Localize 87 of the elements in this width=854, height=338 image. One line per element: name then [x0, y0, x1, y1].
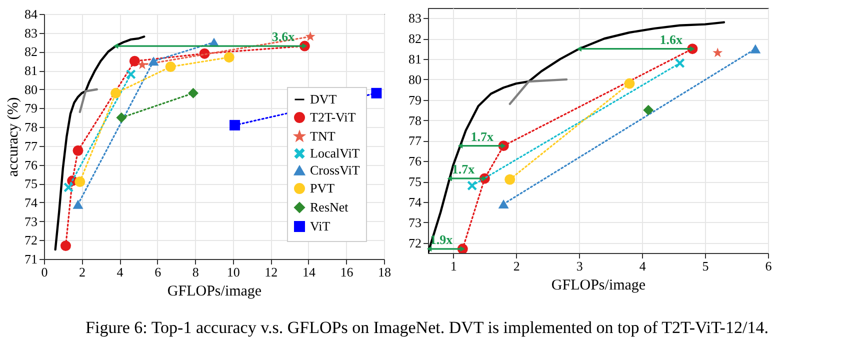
point: [467, 180, 477, 190]
y-tick-label: 77: [408, 133, 422, 148]
x-tick-label: 5: [702, 258, 709, 274]
legend-label: TNT: [310, 128, 336, 144]
point: [712, 48, 723, 58]
legend-label: DVT: [310, 92, 337, 106]
x-tick-label: 18: [378, 264, 391, 280]
point: [687, 44, 698, 54]
line-series: [54, 36, 146, 251]
point: [72, 145, 84, 156]
line-series: [428, 21, 726, 253]
y-tick-label: 74: [408, 194, 422, 210]
point: [224, 52, 234, 63]
x-tick-label: 8: [192, 264, 199, 280]
y-tick-label: 81: [408, 52, 422, 67]
legend-label: PVT: [310, 180, 335, 196]
point: [188, 88, 198, 98]
x-tick-label: 4: [639, 258, 646, 274]
y-tick-label: 81: [24, 63, 38, 78]
point: [305, 31, 316, 41]
annotation: 1.7x: [470, 128, 494, 144]
y-tick-label: 78: [24, 120, 38, 135]
point: [230, 120, 240, 130]
annotation: 1.6x: [660, 32, 683, 47]
x-axis-title: GFLOPs/image: [551, 278, 646, 294]
point: [148, 56, 159, 66]
x-axis-title: GFLOPs/image: [167, 284, 262, 300]
y-tick-label: 73: [408, 214, 422, 230]
point: [165, 62, 176, 72]
y-tick-label: 76: [408, 154, 422, 169]
legend-label: ViT: [310, 218, 330, 234]
x-tick-label: 12: [264, 264, 278, 280]
caption: Figure 6: Top-1 accuracy v.s. GFLOPs on ImageNet. DVT is implemented on top of T2T-ViT-12/14.: [84, 318, 770, 338]
point: [129, 56, 140, 66]
x-tick-label: 1: [450, 258, 457, 274]
x-tick-label: 2: [513, 258, 520, 274]
y-tick-label: 78: [408, 112, 422, 128]
y-tick-label: 83: [408, 10, 422, 26]
y-tick-label: 79: [408, 92, 422, 108]
y-tick-label: 73: [24, 214, 38, 229]
x-tick-label: 16: [340, 264, 354, 280]
x-tick-label: 2: [79, 264, 86, 280]
y-axis-title: accuracy (%): [6, 97, 22, 177]
annotation: 1.7x: [452, 161, 476, 176]
point: [299, 40, 310, 52]
point: [60, 240, 71, 252]
y-tick-label: 82: [24, 44, 38, 60]
x-tick-label: 0: [41, 264, 48, 280]
point: [72, 200, 84, 209]
y-tick-label: 74: [24, 194, 38, 210]
y-tick-label: 80: [24, 82, 38, 97]
y-tick-label: 75: [408, 174, 422, 190]
point: [137, 60, 148, 70]
legend-label: T2T-ViT: [310, 110, 356, 124]
y-tick-label: 71: [24, 252, 38, 266]
point: [457, 244, 468, 253]
x-tick-label: 6: [765, 258, 772, 274]
x-tick-label: 14: [302, 264, 316, 280]
x-tick-label: 3: [576, 258, 583, 274]
x-tick-label: 10: [226, 264, 240, 280]
point: [126, 70, 136, 80]
point: [504, 174, 516, 185]
x-tick-label: 6: [154, 264, 162, 280]
y-tick-label: 82: [408, 31, 422, 46]
legend-label: ResNet: [310, 200, 349, 214]
legend-label: LocalViT: [310, 146, 360, 160]
point: [110, 88, 122, 98]
y-tick-label: 72: [24, 232, 38, 248]
x-tick-label: 4: [116, 264, 124, 280]
y-tick-label: 84: [24, 6, 38, 22]
y-tick-label: 79: [24, 100, 38, 116]
point: [498, 140, 509, 152]
legend-label: CrossViT: [310, 162, 360, 178]
y-tick-label: 76: [24, 157, 38, 172]
annotation: 3.6x: [272, 29, 296, 44]
y-tick-label: 72: [408, 235, 422, 250]
point: [675, 58, 685, 68]
point: [624, 78, 635, 89]
y-tick-label: 75: [24, 176, 38, 192]
point: [74, 176, 86, 187]
point: [64, 182, 74, 192]
point: [371, 88, 382, 98]
y-tick-label: 77: [24, 138, 38, 154]
point: [116, 112, 127, 123]
y-tick-label: 83: [24, 25, 38, 40]
point: [643, 104, 654, 116]
y-tick-label: 80: [408, 72, 422, 87]
